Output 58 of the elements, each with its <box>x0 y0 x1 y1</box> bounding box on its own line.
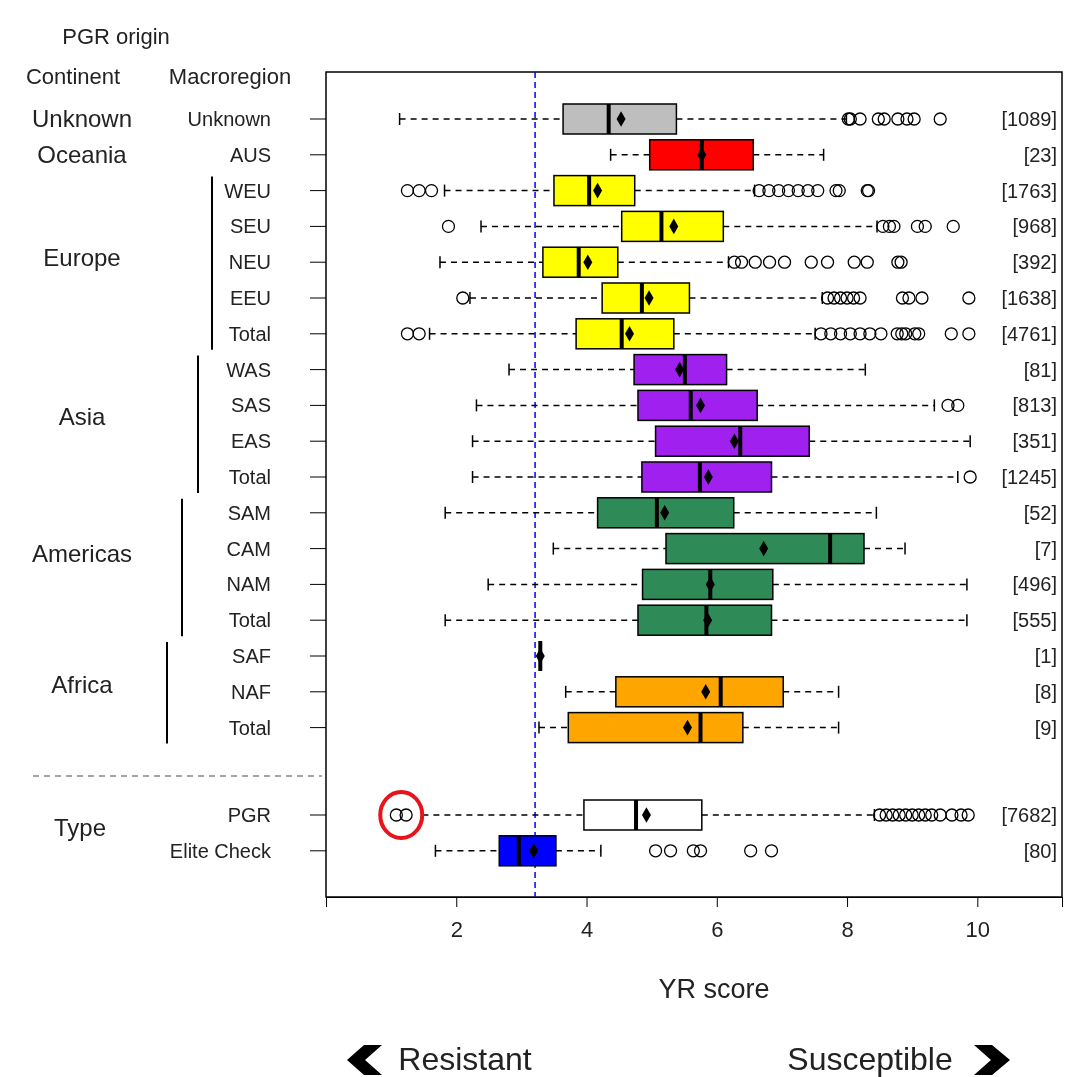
x-tick-label: 10 <box>965 916 991 942</box>
text: Unknown <box>31 105 133 132</box>
y-tick-label: NAM <box>226 573 271 596</box>
text: Europe <box>43 244 121 272</box>
y2-tick-label: [23] <box>1023 143 1057 166</box>
y2-tick-label: [52] <box>1023 501 1057 524</box>
y2-tick-label: [1763] <box>1001 179 1057 202</box>
y2-tick-label: [555] <box>1012 609 1057 632</box>
text: Africa <box>51 670 114 698</box>
text: PGR origin <box>62 24 170 49</box>
y-tick-label: Total <box>228 322 271 345</box>
y-tick-label: SAM <box>227 501 271 524</box>
y-tick-label: Total <box>228 466 271 488</box>
y2-tick-label: [7] <box>1034 537 1057 560</box>
y-tick-label: NAF <box>231 680 271 703</box>
y2-tick-label: [1638] <box>1001 287 1057 309</box>
x-tick-label: 6 <box>711 916 724 942</box>
y2-tick-label: [392] <box>1012 251 1057 274</box>
x-axis-title: YR score <box>658 974 770 1004</box>
y-tick-label: SEU <box>229 215 271 238</box>
text: Asia <box>58 403 106 431</box>
y-tick-label: Total <box>228 716 271 739</box>
x-tick-label: 8 <box>841 916 854 942</box>
y2-tick-label: [813] <box>1012 394 1057 417</box>
y2-tick-label: [80] <box>1023 839 1057 862</box>
y2-tick-label: [81] <box>1023 358 1057 381</box>
y2-tick-label: [1] <box>1034 645 1057 667</box>
y-tick-label: Elite Check <box>169 839 272 862</box>
y-tick-label: Total <box>228 609 271 632</box>
x-tick-label: 4 <box>580 916 594 942</box>
y-tick-label: AUS <box>229 143 271 166</box>
text: Type <box>53 814 107 841</box>
y-tick-label: SAF <box>232 645 271 667</box>
y2-tick-label: [8] <box>1034 680 1057 703</box>
y2-tick-label: [351] <box>1012 430 1057 453</box>
text: Continent <box>25 64 121 89</box>
text: Macroregion <box>168 64 292 89</box>
y2-tick-label: [9] <box>1034 716 1057 739</box>
y2-tick-label: [496] <box>1012 573 1057 596</box>
y-tick-label: NEU <box>228 251 271 274</box>
text: Susceptible <box>787 1041 953 1077</box>
text: Oceania <box>37 140 128 168</box>
y2-tick-label: [1245] <box>1001 466 1057 488</box>
y-tick-label: SAS <box>230 394 271 417</box>
y-tick-label: CAM <box>226 537 271 560</box>
y-tick-label: WAS <box>226 358 271 381</box>
y2-tick-label: [7682] <box>1001 804 1057 826</box>
text: Resistant <box>398 1041 532 1077</box>
text: Americas <box>31 539 133 567</box>
y2-tick-label: [968] <box>1012 215 1057 238</box>
y-tick-label: EAS <box>230 430 271 453</box>
y-tick-label: PGR <box>227 804 271 826</box>
y2-tick-label: [4761] <box>1001 322 1057 345</box>
y-tick-label: EEU <box>229 287 271 309</box>
y2-tick-label: [1089] <box>1001 108 1057 130</box>
x-tick-label: 2 <box>450 916 463 942</box>
y-tick-label: Unknown <box>187 108 271 130</box>
y-tick-label: WEU <box>224 179 271 202</box>
